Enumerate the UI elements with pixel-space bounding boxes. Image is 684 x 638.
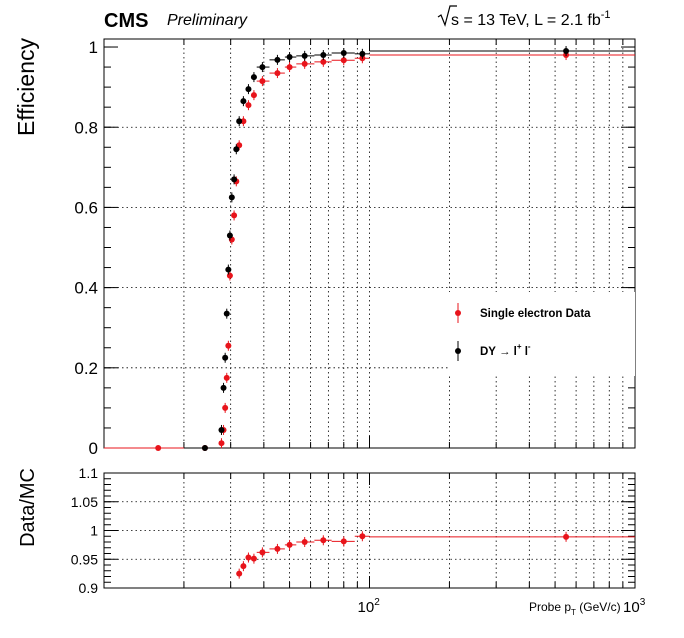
data-point [250,74,257,81]
plot-frame [103,472,636,589]
data-point [233,146,240,153]
data-point [245,102,252,109]
y-tick-label: 1.1 [79,465,99,481]
sqrt-argument: s [451,12,459,29]
legend-entry-data: Single electron Data [455,303,591,323]
x-axis-label: Probe pT (GeV/c) [529,600,621,617]
legend-marker-mc [455,348,461,354]
data-point [359,533,366,540]
data-point [274,70,281,77]
energy-lumi-text: = 13 TeV, L = 2.1 fb [459,12,601,29]
ratio-panel: 0.9 0.95 1 1.05 1.1 102 103 [71,465,646,616]
svg-text:s = 13 TeV, L = 2.1 fb-1: s = 13 TeV, L = 2.1 fb-1 [451,9,611,29]
data-point [236,118,243,125]
data-point [223,310,230,317]
legend-marker-data [455,310,461,316]
bottom-y-axis-label: Data/MC [17,468,39,547]
data-point [218,440,225,447]
data-point [240,118,247,125]
data-point [286,541,293,548]
x-tick-label: 103 [623,597,646,616]
data-point [222,354,229,361]
data-point [286,54,293,61]
bottom-grid [103,472,636,589]
lumi-exponent: -1 [601,9,611,21]
x-tick-label: 102 [358,597,381,616]
y-tick-label: 0 [89,439,98,458]
data-point [259,78,266,85]
data-point [226,232,233,239]
data-point [563,48,570,55]
data-point [259,549,266,556]
series-single-electron-data [104,50,635,451]
top-y-axis-label: Efficiency [13,38,39,137]
y-tick-label: 0.9 [79,580,99,596]
data-point [250,92,257,99]
data-point [231,176,238,183]
data-point [274,545,281,552]
data-point [340,57,347,64]
data-point [240,98,247,105]
data-point [286,64,293,71]
y-tick-label: 0.95 [71,551,98,567]
data-point [340,50,347,57]
data-point [225,342,232,349]
data-point [259,64,266,71]
data-point [301,539,308,545]
data-point [231,212,238,219]
data-point [563,533,570,540]
series-ratio [236,531,635,579]
data-point [236,570,243,577]
data-point [250,555,257,562]
y-tick-label: 0.6 [74,199,98,218]
y-tick-label: 0.8 [74,118,98,137]
sqrt-sign [437,5,457,27]
data-point [301,52,308,59]
data-point [228,194,235,201]
data-point [245,86,252,93]
series-dy-l-l- [183,46,635,451]
data-point [201,445,208,451]
data-point [223,374,230,381]
data-point [222,404,229,411]
data-point [245,554,252,561]
status-label: Preliminary [167,12,248,29]
data-point [359,50,366,57]
data-point [320,58,327,65]
legend: Single electron Data DY → l+ l- [448,292,635,376]
efficiency-panel: 0 0.2 0.4 0.6 0.8 1 [74,38,636,458]
legend-entry-mc: DY → l+ l- [455,341,531,361]
data-point [218,426,225,433]
data-point [320,537,327,544]
y-tick-label: 1 [89,38,98,57]
data-point [226,272,233,279]
y-tick-label: 1 [90,523,98,539]
data-point [301,60,308,67]
plot-frame [103,38,636,449]
data-point [225,266,232,273]
data-point [320,52,327,59]
legend-label-data: Single electron Data [480,308,591,320]
data-point [340,538,347,545]
legend-box [448,292,635,376]
data-point [155,445,162,451]
y-tick-label: 0.4 [74,279,98,298]
y-tick-label: 1.05 [71,494,98,510]
data-point [240,563,247,570]
energy-lumi-label: s = 13 TeV, L = 2.1 fb-1 [437,5,611,29]
data-point [220,384,227,391]
experiment-label: CMS [104,10,148,32]
top-grid [103,39,636,448]
data-point [274,56,281,63]
legend-label-mc: DY → l+ l- [480,342,531,358]
y-tick-label: 0.2 [74,359,98,378]
